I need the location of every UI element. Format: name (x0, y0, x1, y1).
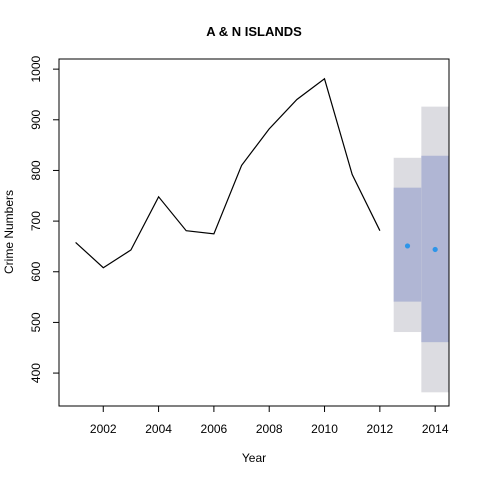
chart-title: A & N ISLANDS (206, 24, 302, 39)
forecast-point (432, 246, 438, 253)
forecast-points (404, 243, 438, 253)
y-tick-label: 400 (29, 363, 43, 383)
x-tick-label: 2002 (90, 422, 117, 436)
series-group (75, 77, 381, 269)
y-tick-label: 800 (29, 160, 43, 180)
forecast-intervals (393, 106, 449, 393)
y-tick-label: 1000 (29, 55, 43, 82)
plot-frame (58, 58, 450, 407)
y-axis: 400 500 600 700 800 900 1000 (29, 55, 59, 383)
y-axis-label: Crime Numbers (2, 190, 16, 274)
y-tick-label: 600 (29, 261, 43, 281)
x-tick-label: 2006 (201, 422, 228, 436)
forecast-point (404, 243, 411, 249)
x-tick-label: 2004 (145, 422, 172, 436)
x-tick-label: 2010 (311, 422, 338, 436)
x-tick-label: 2012 (366, 422, 393, 436)
y-tick-label: 700 (29, 211, 43, 231)
x-axis: 2002 2004 2006 2008 2010 2012 2014 (90, 406, 449, 436)
x-axis-label: Year (242, 451, 266, 465)
x-tick-label: 2008 (256, 422, 283, 436)
y-tick-label: 900 (29, 109, 43, 129)
series-line (75, 77, 381, 269)
y-tick-label: 500 (29, 312, 43, 332)
x-tick-label: 2014 (422, 422, 449, 436)
